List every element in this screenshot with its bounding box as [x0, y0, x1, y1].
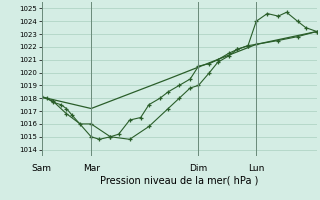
- X-axis label: Pression niveau de la mer( hPa ): Pression niveau de la mer( hPa ): [100, 175, 258, 185]
